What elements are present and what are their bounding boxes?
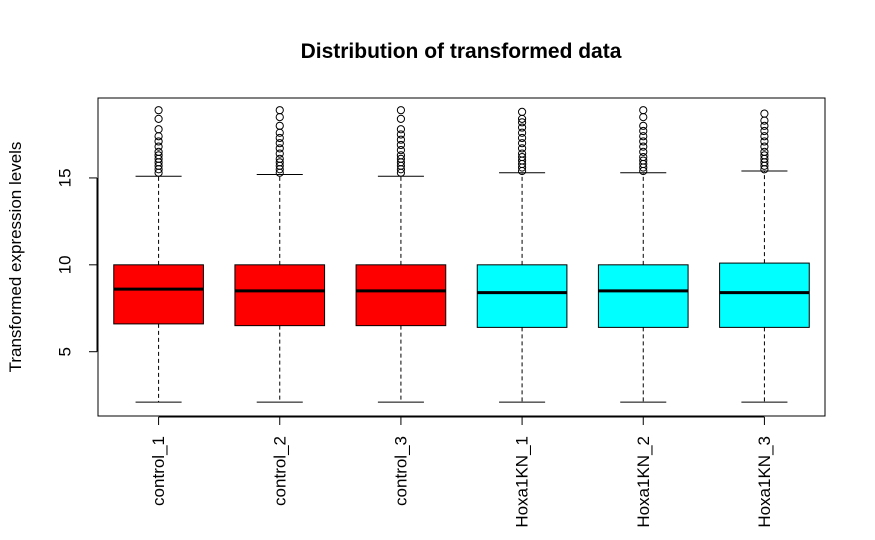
chart-title: Distribution of transformed data [301, 40, 622, 63]
outlier-point [760, 132, 769, 141]
outlier-point [396, 125, 406, 134]
outlier-point [154, 142, 163, 151]
outlier-point [517, 107, 527, 117]
outlier-point [517, 128, 527, 137]
outlier-point [639, 126, 648, 136]
outlier-point [517, 149, 527, 158]
y-tick-label: 10 [56, 255, 75, 274]
outlier-point [639, 132, 648, 141]
box-control_3 [355, 106, 447, 403]
outlier-point [154, 114, 163, 123]
outlier-point [275, 144, 284, 153]
outlier-point [517, 133, 527, 143]
outlier-point [275, 139, 284, 148]
outlier-point [760, 137, 769, 146]
outlier-point [154, 147, 163, 156]
box-control_2 [234, 106, 326, 403]
box-group [113, 106, 810, 403]
outlier-point [639, 147, 648, 156]
outlier-point [275, 149, 284, 158]
box-body [597, 264, 689, 328]
outlier-point [760, 109, 769, 118]
plot-frame [97, 97, 826, 417]
outlier-point [275, 158, 284, 167]
outlier-point [639, 152, 648, 162]
outlier-point [517, 144, 527, 153]
x-tick-label: Hoxa1KN_1 [513, 436, 532, 528]
outlier-point [639, 156, 648, 165]
outlier-point [396, 130, 406, 139]
x-tick-labels: control_1 control_2 control_3 Hoxa1KN_1 Hoxa… [149, 416, 774, 528]
outlier-point [154, 125, 163, 134]
outlier-point [275, 121, 284, 130]
box-control_1 [113, 106, 204, 403]
outlier-point [760, 121, 769, 130]
outlier-point [275, 106, 284, 115]
outlier-point [639, 121, 648, 130]
outlier-point [396, 106, 406, 115]
y-axis-label: Transformed expression levels [6, 142, 25, 373]
box-Hoxa1KN_1 [476, 107, 568, 403]
outlier-point [517, 118, 527, 127]
outlier-point [275, 113, 284, 122]
outlier-point [396, 146, 406, 155]
box-body [719, 262, 810, 328]
outlier-point [517, 139, 527, 148]
y-tick-label: 5 [56, 347, 75, 356]
box-Hoxa1KN_2 [597, 106, 689, 403]
outlier-point [639, 106, 648, 115]
outlier-point [639, 113, 648, 122]
outlier-point [154, 106, 163, 115]
outlier-point [517, 152, 527, 162]
outlier-point [396, 135, 406, 144]
x-tick-label: control_2 [270, 436, 289, 506]
y-axis: 5 10 15 [56, 168, 98, 356]
box-body [355, 264, 447, 327]
x-tick-label: Hoxa1KN_2 [634, 436, 653, 528]
outlier-point [760, 116, 769, 125]
outlier-point [275, 128, 284, 137]
outlier-point [396, 114, 406, 123]
outlier-point [275, 154, 284, 163]
outlier-point [760, 147, 769, 156]
outlier-point [517, 123, 527, 132]
box-body [113, 264, 204, 325]
box-body [234, 264, 326, 327]
x-tick-label: control_3 [391, 436, 410, 506]
outlier-point [396, 140, 406, 150]
outlier-point [154, 132, 163, 141]
y-tick-label: 15 [56, 168, 75, 187]
outlier-point [154, 151, 163, 160]
box-Hoxa1KN_3 [719, 109, 810, 403]
box-body [476, 264, 568, 328]
outlier-point [639, 137, 648, 146]
outlier-point [760, 151, 769, 160]
x-tick-label: Hoxa1KN_3 [755, 436, 774, 528]
outlier-point [154, 137, 163, 146]
outlier-point [396, 154, 406, 163]
outlier-point [760, 126, 769, 136]
outlier-point [760, 142, 769, 151]
outlier-point [639, 142, 648, 151]
outlier-point [275, 133, 284, 143]
x-tick-label: control_1 [149, 436, 168, 506]
outlier-point [396, 151, 406, 160]
